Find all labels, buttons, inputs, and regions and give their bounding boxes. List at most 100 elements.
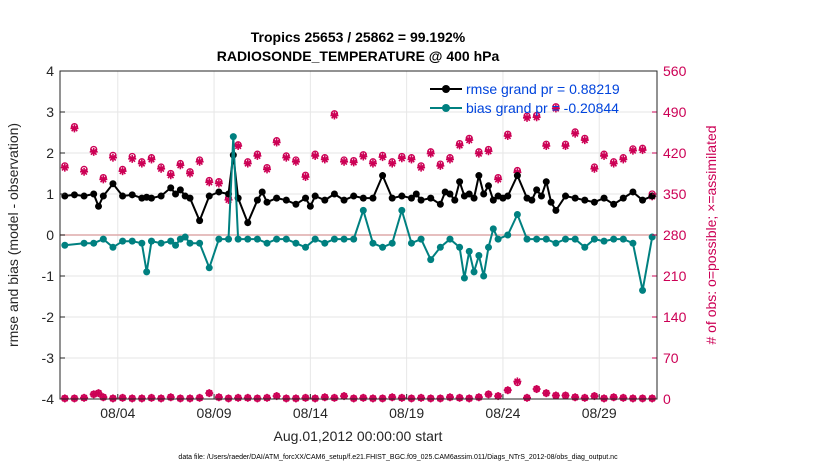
bias-point [147, 237, 155, 245]
rmse-point [619, 194, 627, 202]
bias-point [181, 233, 189, 241]
bias-point [480, 272, 488, 280]
bias-point [513, 211, 521, 218]
obs-assimilated-marker [638, 146, 647, 155]
asterisk-stroke [186, 170, 194, 177]
bias-point [186, 239, 194, 247]
obs-assimilated-marker [551, 391, 560, 400]
asterisk-stroke [119, 394, 126, 402]
plot-area-frame [59, 70, 658, 400]
asterisk-stroke [186, 395, 194, 402]
rmse-point [581, 196, 589, 204]
asterisk-stroke [234, 142, 242, 150]
asterisk-stroke [427, 395, 435, 402]
asterisk-stroke [321, 156, 329, 163]
right-tick-label: 70 [663, 350, 679, 366]
obs-assimilated-marker [214, 179, 223, 188]
asterisk-stroke [398, 154, 406, 162]
bias-point [460, 274, 468, 282]
bias-point [600, 237, 608, 245]
asterisk-stroke [302, 394, 309, 402]
obs-assimilated-marker [320, 393, 329, 402]
obs-assimilated-marker [551, 104, 560, 113]
obs-assimilated-marker [128, 394, 137, 403]
obs-assimilated-marker [214, 393, 223, 402]
asterisk-stroke [571, 130, 579, 138]
asterisk-stroke [533, 113, 541, 121]
bias-point [504, 231, 512, 239]
bias-point [465, 247, 473, 255]
asterisk-stroke [302, 173, 309, 181]
obs-assimilated-marker [137, 159, 146, 168]
asterisk-stroke [292, 395, 300, 402]
obs-assimilated-marker [503, 132, 512, 141]
obs-assimilated-marker [176, 161, 185, 170]
bias-point [417, 235, 425, 243]
bias-point [292, 239, 300, 247]
obs-assimilated-marker [426, 149, 435, 158]
rmse-point [253, 196, 261, 204]
left-tick-label: 0 [46, 227, 54, 243]
obs-assimilated-marker [128, 154, 137, 163]
obs-assimilated-marker [320, 155, 329, 164]
obs-assimilated-marker [118, 393, 127, 402]
obs-assimilated-marker [330, 393, 339, 402]
asterisk-stroke [417, 394, 425, 402]
bias-point [629, 239, 637, 247]
asterisk-stroke [138, 395, 146, 402]
rmse-point [258, 188, 266, 196]
bias-point [379, 243, 387, 251]
bias-point [484, 243, 492, 251]
asterisk-stroke [80, 394, 88, 402]
rmse-bias-series [61, 133, 656, 294]
obs-assimilated-marker [609, 159, 618, 168]
obs-assimilated-marker [378, 394, 387, 403]
rmse-point [451, 196, 459, 204]
bias-point [470, 268, 478, 276]
rmse-point [263, 198, 271, 206]
obs-assimilated-marker [494, 175, 503, 184]
bias-point [143, 268, 151, 276]
bias-point [350, 235, 358, 243]
asterisk-stroke [552, 105, 560, 112]
rmse-point [128, 191, 136, 199]
rmse-point [186, 194, 194, 202]
asterisk-stroke [244, 394, 252, 402]
obs-assimilated-marker [166, 171, 175, 180]
bias-point [427, 256, 435, 264]
bias-point [253, 235, 261, 243]
rmse-point [629, 188, 637, 196]
rmse-point [590, 198, 598, 206]
obs-assimilated-marker [397, 393, 406, 402]
obs-assimilated-marker [455, 393, 464, 402]
rmse-point [90, 190, 98, 198]
rmse-point [302, 194, 310, 202]
asterisk-stroke [485, 390, 492, 398]
asterisk-stroke [436, 395, 444, 402]
obs-assimilated-marker [474, 149, 483, 158]
asterisk-stroke [263, 394, 271, 402]
rmse-point [528, 196, 536, 204]
obs-assimilated-marker [311, 394, 320, 403]
asterisk-stroke [436, 162, 444, 170]
rmse-point [119, 192, 127, 200]
asterisk-stroke [90, 148, 98, 156]
bias-point [388, 239, 396, 247]
rmse-point [639, 196, 647, 204]
left-tick-label: 1 [46, 186, 54, 202]
obs-assimilated-marker [542, 389, 551, 398]
obs-assimilated-marker [80, 167, 89, 176]
obs-assimilated-marker [542, 141, 551, 150]
rmse-point [407, 194, 415, 202]
bias-point [610, 235, 618, 243]
asterisk-stroke [581, 394, 589, 402]
rmse-point [552, 206, 560, 214]
bias-point [138, 239, 146, 247]
obs-assimilated-marker [465, 394, 474, 403]
asterisk-stroke [99, 175, 107, 183]
obs-assimilated-marker [272, 138, 281, 147]
x-tick-label: 08/19 [389, 405, 424, 421]
obs-assimilated-marker [484, 147, 493, 156]
left-tick-label: -1 [42, 268, 55, 284]
bias-point [542, 235, 550, 243]
